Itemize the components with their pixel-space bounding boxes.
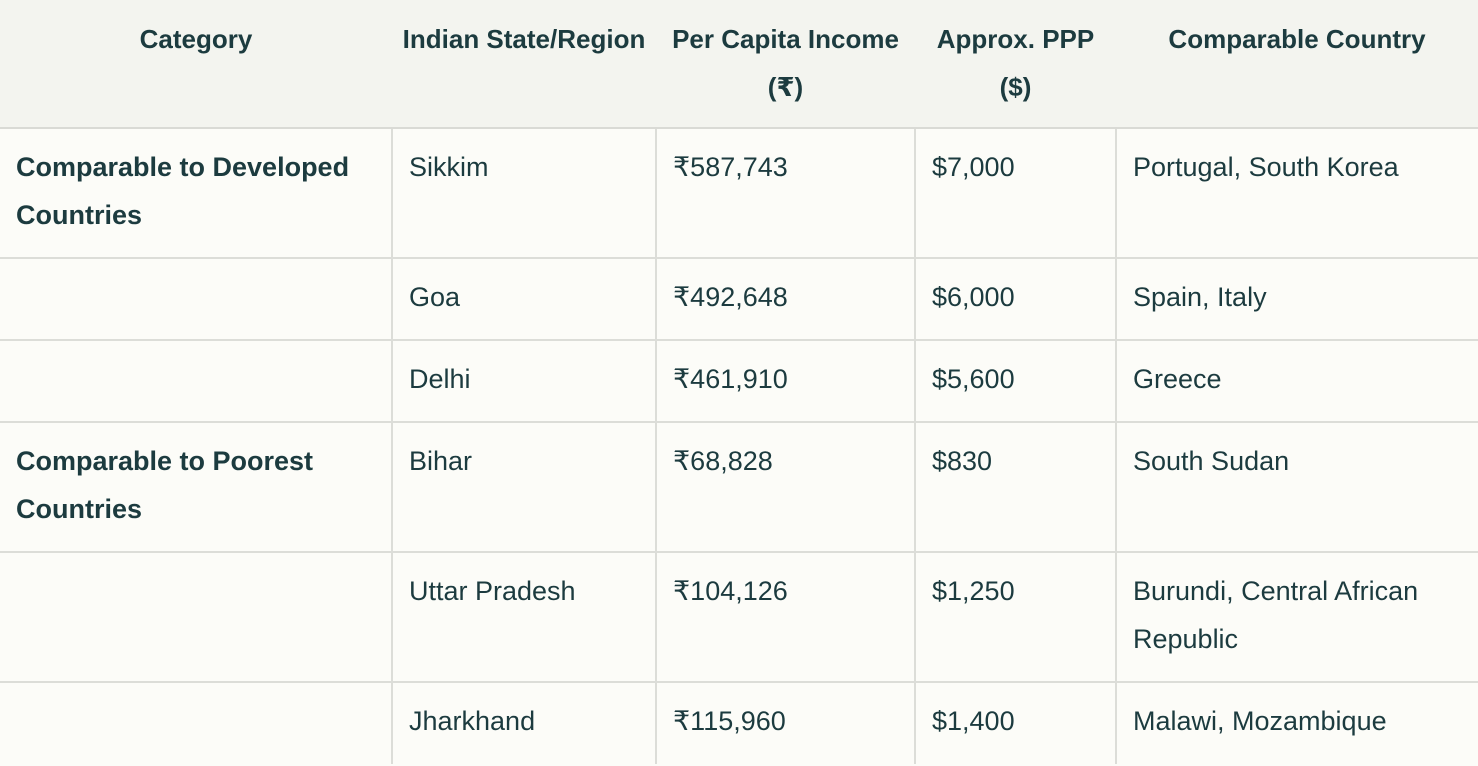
table-row: Goa ₹492,648 $6,000 Spain, Italy <box>0 257 1478 341</box>
country-cell: Malawi, Mozambique <box>1115 681 1478 764</box>
income-cell: ₹587,743 <box>655 127 916 259</box>
country-cell: South Sudan <box>1115 421 1478 553</box>
header-state: Indian State/Region <box>392 0 656 129</box>
table-row: Comparable to Developed Countries Sikkim… <box>0 127 1478 259</box>
state-cell: Uttar Pradesh <box>391 551 657 683</box>
header-income: Per Capita Income (₹) <box>656 0 915 129</box>
header-category: Category <box>0 0 392 129</box>
ppp-cell: $6,000 <box>914 257 1117 341</box>
country-cell: Spain, Italy <box>1115 257 1478 341</box>
ppp-cell: $5,600 <box>914 339 1117 423</box>
table-row: Jharkhand ₹115,960 $1,400 Malawi, Mozamb… <box>0 681 1478 764</box>
income-cell: ₹492,648 <box>655 257 916 341</box>
category-cell <box>0 339 393 423</box>
ppp-cell: $1,400 <box>914 681 1117 764</box>
state-cell: Sikkim <box>391 127 657 259</box>
income-cell: ₹68,828 <box>655 421 916 553</box>
ppp-cell: $830 <box>914 421 1117 553</box>
table-header-row: Category Indian State/Region Per Capita … <box>0 0 1478 129</box>
state-cell: Delhi <box>391 339 657 423</box>
country-cell: Burundi, Central African Republic <box>1115 551 1478 683</box>
income-cell: ₹104,126 <box>655 551 916 683</box>
table-row: Delhi ₹461,910 $5,600 Greece <box>0 339 1478 423</box>
income-cell: ₹115,960 <box>655 681 916 764</box>
state-cell: Goa <box>391 257 657 341</box>
category-cell <box>0 681 393 764</box>
country-cell: Portugal, South Korea <box>1115 127 1478 259</box>
category-cell: Comparable to Developed Countries <box>0 127 393 259</box>
country-cell: Greece <box>1115 339 1478 423</box>
income-cell: ₹461,910 <box>655 339 916 423</box>
category-cell: Comparable to Poorest Countries <box>0 421 393 553</box>
table-row: Comparable to Poorest Countries Bihar ₹6… <box>0 421 1478 553</box>
category-cell <box>0 551 393 683</box>
category-cell <box>0 257 393 341</box>
header-ppp: Approx. PPP ($) <box>915 0 1116 129</box>
state-cell: Jharkhand <box>391 681 657 764</box>
header-country: Comparable Country <box>1116 0 1478 129</box>
ppp-cell: $7,000 <box>914 127 1117 259</box>
ppp-cell: $1,250 <box>914 551 1117 683</box>
table-row: Uttar Pradesh ₹104,126 $1,250 Burundi, C… <box>0 551 1478 683</box>
state-cell: Bihar <box>391 421 657 553</box>
